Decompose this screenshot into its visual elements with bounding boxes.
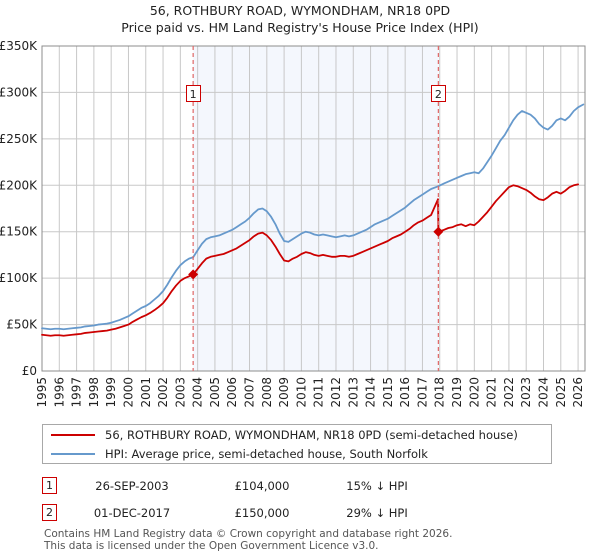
svg-text:2010: 2010 [294, 377, 308, 408]
svg-text:2003: 2003 [173, 377, 187, 408]
page-title: 56, ROTHBURY ROAD, WYMONDHAM, NR18 0PD P… [0, 2, 600, 36]
svg-text:1997: 1997 [70, 377, 84, 408]
svg-text:2020: 2020 [467, 377, 481, 408]
table-row[interactable]: 2 01-DEC-2017 £150,000 29% ↓ HPI [42, 499, 562, 526]
chart-legend: 56, ROTHBURY ROAD, WYMONDHAM, NR18 0PD (… [42, 424, 552, 464]
svg-text:2000: 2000 [121, 377, 135, 408]
transaction-date-2: 01-DEC-2017 [93, 505, 171, 520]
transaction-index-2: 2 [42, 504, 57, 521]
svg-text:2021: 2021 [485, 377, 499, 408]
svg-text:2018: 2018 [433, 377, 447, 408]
legend-label-hpi: HPI: Average price, semi-detached house,… [105, 446, 428, 461]
footer-copyright: Contains HM Land Registry data © Crown c… [44, 528, 453, 540]
svg-text:£150K: £150K [0, 225, 38, 239]
svg-text:£50K: £50K [6, 318, 38, 332]
svg-text:1998: 1998 [87, 377, 101, 408]
event-marker-1[interactable]: 1 [185, 85, 201, 102]
svg-text:2001: 2001 [139, 377, 153, 408]
svg-text:1999: 1999 [104, 377, 118, 408]
transaction-price-1: £104,000 [234, 478, 290, 493]
svg-text:2009: 2009 [277, 377, 291, 408]
svg-text:£300K: £300K [0, 85, 38, 99]
svg-text:2022: 2022 [502, 377, 516, 408]
svg-text:£0: £0 [22, 364, 37, 378]
legend-label-property: 56, ROTHBURY ROAD, WYMONDHAM, NR18 0PD (… [105, 427, 518, 442]
legend-swatch-property [51, 433, 95, 436]
svg-text:2007: 2007 [243, 377, 257, 408]
svg-text:2024: 2024 [536, 377, 550, 408]
footer-licence: This data is licensed under the Open Gov… [44, 540, 379, 552]
legend-swatch-hpi [51, 452, 95, 455]
svg-text:2002: 2002 [156, 377, 170, 408]
svg-text:£350K: £350K [0, 39, 38, 53]
transaction-index-1: 1 [42, 477, 57, 494]
svg-text:1996: 1996 [52, 377, 66, 408]
transaction-price-2: £150,000 [234, 505, 290, 520]
chart-canvas: £0 £50K £100K £150K £200K £250K £300K £350K 1995… [0, 39, 586, 408]
svg-text:2011: 2011 [312, 377, 326, 408]
svg-text:1995: 1995 [35, 377, 49, 408]
svg-text:2004: 2004 [191, 377, 205, 408]
svg-text:2025: 2025 [554, 377, 568, 408]
svg-text:2008: 2008 [260, 377, 274, 408]
svg-text:2015: 2015 [381, 377, 395, 408]
svg-text:2005: 2005 [208, 377, 222, 408]
svg-text:2017: 2017 [415, 377, 429, 408]
svg-text:2013: 2013 [346, 377, 360, 408]
transaction-hpi-delta-1: 15% ↓ HPI [346, 478, 408, 493]
title-secondary: Price paid vs. HM Land Registry's House … [121, 20, 479, 35]
legend-item-hpi: HPI: Average price, semi-detached house,… [43, 444, 551, 463]
svg-text:2014: 2014 [364, 377, 378, 408]
legend-item-property: 56, ROTHBURY ROAD, WYMONDHAM, NR18 0PD (… [43, 425, 551, 444]
transaction-date-1: 26-SEP-2003 [95, 478, 169, 493]
event-marker-2[interactable]: 2 [430, 85, 446, 102]
svg-text:2006: 2006 [225, 377, 239, 408]
svg-text:2016: 2016 [398, 377, 412, 408]
attribution-footer: Contains HM Land Registry data © Crown c… [44, 528, 584, 552]
transactions-table: 1 26-SEP-2003 £104,000 15% ↓ HPI 2 01-DE… [42, 472, 562, 526]
svg-text:2019: 2019 [450, 377, 464, 408]
svg-text:2012: 2012 [329, 377, 343, 408]
svg-text:2023: 2023 [519, 377, 533, 408]
svg-text:£100K: £100K [0, 271, 38, 285]
transaction-hpi-delta-2: 29% ↓ HPI [346, 505, 408, 520]
title-primary: 56, ROTHBURY ROAD, WYMONDHAM, NR18 0PD [149, 3, 451, 18]
table-row[interactable]: 1 26-SEP-2003 £104,000 15% ↓ HPI [42, 472, 562, 499]
svg-text:2026: 2026 [571, 377, 585, 408]
svg-text:£200K: £200K [0, 178, 38, 192]
svg-text:£250K: £250K [0, 132, 38, 146]
